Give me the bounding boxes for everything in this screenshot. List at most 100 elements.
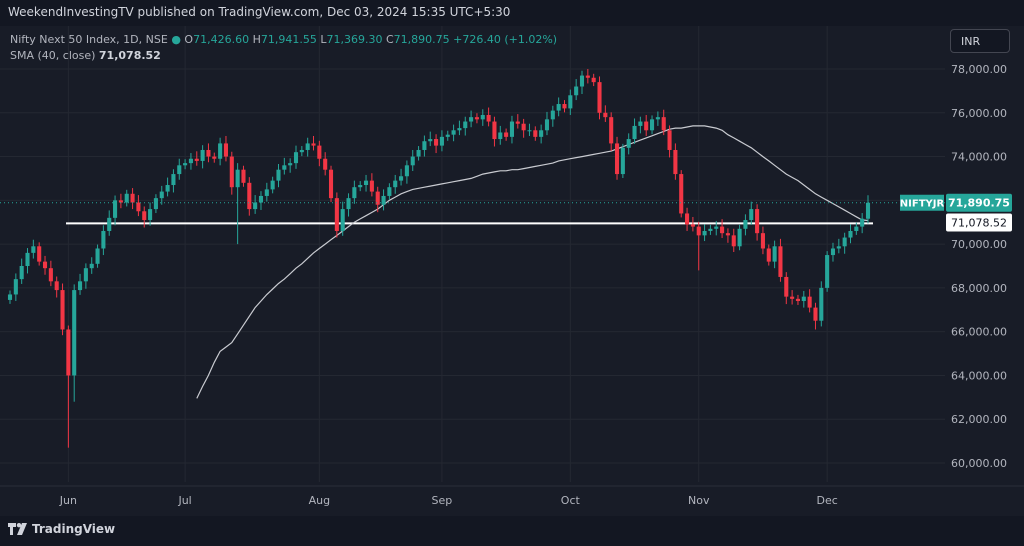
candle-body [19, 266, 24, 280]
candle-body [264, 189, 269, 196]
candle-body [282, 165, 287, 170]
y-tick-label: 76,000.00 [951, 107, 1007, 120]
candle-body [258, 195, 264, 203]
candle-body [568, 95, 573, 109]
candle-body [113, 200, 118, 218]
candle-body [323, 158, 328, 170]
candle-body [235, 169, 240, 188]
candle-body [544, 119, 550, 131]
candle-body [579, 75, 585, 87]
candle-body [778, 246, 783, 277]
candle-body [655, 117, 660, 120]
candle-body [387, 187, 392, 196]
tradingview-logo-icon [8, 523, 27, 535]
y-tick-label: 68,000.00 [951, 282, 1007, 295]
candle-body [632, 125, 637, 140]
candle-body [679, 174, 684, 214]
symbol-tag-text: NIFTYJR [900, 199, 945, 210]
candle-body [399, 176, 404, 181]
candle-body [200, 149, 205, 161]
y-tick-label: 66,000.00 [951, 326, 1007, 339]
candle-body [825, 255, 830, 288]
candle-body [772, 246, 777, 262]
candle-body [229, 156, 234, 188]
candle-body [521, 123, 526, 131]
candle-body [685, 213, 690, 225]
candle-body [574, 86, 579, 96]
y-tick-label: 74,000.00 [951, 151, 1007, 164]
x-tick-label: Oct [561, 494, 581, 507]
candle-body [807, 296, 812, 308]
tradingview-logo[interactable]: TradingView [8, 522, 115, 536]
symbol-title: Nifty Next 50 Index, 1D, NSE [10, 33, 168, 46]
publish-header: WeekendInvestingTV published on TradingV… [0, 0, 1024, 26]
candle-body [474, 117, 479, 120]
candle-body [860, 218, 865, 227]
candle-body [72, 290, 77, 376]
candle-body [299, 149, 304, 153]
candle-body [153, 198, 158, 210]
candle-body [585, 75, 590, 78]
high-value: 71,941.55 [260, 33, 317, 46]
close-label: C [385, 33, 394, 46]
candle-body [836, 246, 841, 249]
candle-body [334, 198, 339, 231]
candle-body [340, 209, 345, 231]
candle-body [7, 294, 13, 300]
candle-body [177, 165, 182, 175]
candle-body [83, 268, 88, 282]
candle-body [492, 121, 497, 140]
sma-line [196, 125, 869, 399]
footer: TradingView [0, 516, 1024, 546]
candle-body [714, 226, 719, 229]
candle-body [77, 281, 83, 291]
candle-body [749, 209, 754, 221]
ohlc-legend: Nifty Next 50 Index, 1D, NSE ● O71,426.6… [10, 33, 557, 46]
candle-body [690, 224, 695, 227]
published-by-text: WeekendInvestingTV published on TradingV… [8, 5, 511, 19]
candle-body [188, 158, 193, 164]
candle-body [369, 180, 374, 192]
low-label: L [320, 33, 327, 46]
candle-body [550, 110, 555, 120]
candle-body [293, 152, 299, 164]
candle-body [305, 143, 310, 150]
candle-body [848, 230, 853, 238]
candle-body [644, 121, 649, 131]
candle-body [101, 230, 106, 249]
candle-body [515, 121, 520, 124]
candle-body [13, 279, 18, 295]
y-tick-label: 78,000.00 [951, 63, 1007, 76]
candle-body [25, 252, 30, 266]
candle-body [218, 143, 223, 159]
candle-body [667, 130, 672, 150]
last-price-tag [946, 193, 1012, 212]
candle-body [702, 230, 707, 236]
y-tick-label: 62,000.00 [951, 413, 1007, 426]
candle-body [708, 228, 713, 231]
low-value: 71,369.30 [326, 33, 383, 46]
candle-body [445, 134, 450, 137]
candle-body [428, 139, 433, 142]
candle-body [381, 195, 386, 205]
price-chart[interactable]: 60,000.00 62,000.00 64,000.00 66,000.00 68,0… [0, 26, 1024, 516]
candle-body [434, 139, 439, 146]
candle-body [854, 226, 859, 231]
candle-body [404, 165, 409, 177]
candle-body [89, 263, 94, 269]
candle-body [171, 174, 176, 186]
candle-body [842, 237, 847, 247]
candle-body [130, 193, 135, 203]
sma-value: 71,078.52 [98, 49, 161, 62]
candle-body [311, 143, 316, 146]
candle-body [165, 185, 170, 192]
y-tick-label: 60,000.00 [951, 457, 1007, 470]
candle-body [830, 248, 836, 256]
chart-area[interactable]: 60,000.00 62,000.00 64,000.00 66,000.00 68,0… [0, 26, 1024, 516]
candle-body [416, 149, 421, 157]
candle-body [247, 182, 252, 210]
currency-button[interactable]: INR [950, 29, 1010, 53]
change-value: +726.40 (+1.02%) [453, 33, 558, 46]
candle-body [865, 202, 871, 219]
sma-price-tag [946, 213, 1012, 232]
